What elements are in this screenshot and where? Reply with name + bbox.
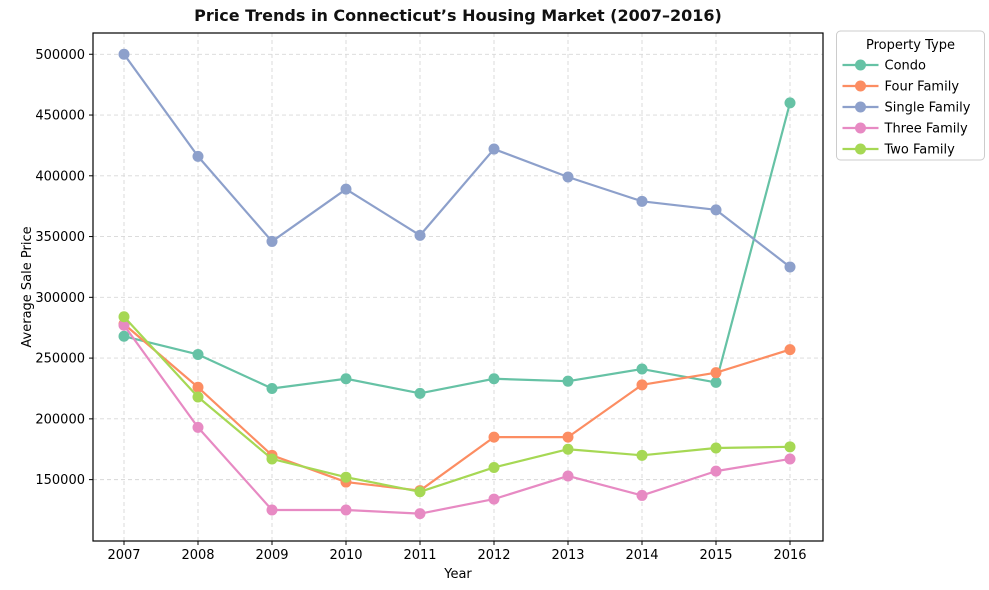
series-marker-two-family-2013 [562, 443, 574, 455]
series-line-two-family [122, 315, 792, 493]
x-tick-label: 2014 [625, 548, 658, 563]
series-marker-three-family-2016 [784, 453, 796, 465]
series-marker-three-family-2010 [340, 504, 352, 516]
x-tick-label: 2011 [403, 548, 436, 563]
x-tick-label: 2015 [699, 548, 732, 563]
legend-swatch-single-family [855, 101, 866, 113]
series-marker-single-family-2016 [784, 261, 796, 273]
axes-border [92, 32, 824, 542]
series-marker-condo-2008 [192, 348, 204, 360]
series-marker-single-family-2011 [414, 229, 426, 241]
legend-label-four-family: Four Family [885, 80, 960, 95]
series-marker-two-family-2015 [710, 442, 722, 454]
series-marker-three-family-2011 [414, 508, 426, 520]
series-marker-four-family-2008 [192, 381, 204, 393]
legend-swatch-two-family [855, 143, 866, 155]
legend-label-three-family: Three Family [884, 122, 969, 137]
series-marker-three-family-2013 [562, 470, 574, 482]
series-marker-condo-2014 [636, 363, 648, 375]
series-marker-condo-2015 [710, 376, 722, 388]
legend-label-single-family: Single Family [885, 101, 971, 116]
series-marker-single-family-2010 [340, 183, 352, 195]
series-marker-two-family-2012 [488, 461, 500, 473]
x-tick-label: 2008 [181, 548, 214, 563]
y-tick-label: 200000 [35, 412, 85, 427]
series-line-four-family [122, 322, 792, 492]
series-marker-condo-2012 [488, 373, 500, 385]
series-marker-four-family-2014 [636, 379, 648, 391]
series-line-single-family [122, 53, 792, 269]
series-marker-single-family-2013 [562, 171, 574, 183]
series-marker-three-family-2008 [192, 421, 204, 433]
legend-swatch-four-family [855, 80, 866, 92]
series-marker-single-family-2012 [488, 143, 500, 155]
series-marker-two-family-2011 [414, 486, 426, 498]
y-tick-label: 350000 [35, 230, 85, 245]
y-tick-label: 400000 [35, 169, 85, 184]
series-marker-two-family-2016 [784, 441, 796, 453]
legend-title: Property Type [866, 38, 955, 53]
y-tick-label: 500000 [35, 48, 85, 63]
x-tick-label: 2010 [329, 548, 362, 563]
x-axis-label: Year [443, 567, 472, 582]
series-marker-condo-2013 [562, 375, 574, 387]
series-marker-two-family-2014 [636, 449, 648, 461]
series-marker-three-family-2012 [488, 493, 500, 505]
legend-swatch-condo [855, 59, 866, 71]
legend-label-condo: Condo [885, 59, 927, 74]
y-tick-label: 300000 [35, 291, 85, 306]
legend-label-two-family: Two Family [884, 143, 956, 158]
x-tick-label: 2012 [477, 548, 510, 563]
y-tick-label: 150000 [35, 473, 85, 488]
series-line-three-family [122, 324, 792, 515]
y-tick-label: 250000 [35, 352, 85, 367]
series-marker-two-family-2009 [266, 453, 278, 465]
series-marker-two-family-2010 [340, 471, 352, 483]
series-marker-single-family-2015 [710, 204, 722, 216]
chart-title: Price Trends in Connecticut’s Housing Ma… [194, 6, 722, 25]
x-tick-label: 2009 [255, 548, 288, 563]
series-marker-two-family-2007 [118, 311, 130, 323]
series-marker-condo-2009 [266, 382, 278, 394]
series-marker-single-family-2009 [266, 235, 278, 247]
series-marker-condo-2011 [414, 387, 426, 399]
series-marker-single-family-2014 [636, 195, 648, 207]
series-marker-single-family-2007 [118, 48, 130, 60]
series-marker-condo-2007 [118, 330, 130, 342]
y-tick-label: 450000 [35, 109, 85, 124]
y-axis-label: Average Sale Price [20, 226, 35, 347]
series-marker-four-family-2013 [562, 431, 574, 443]
series-marker-four-family-2012 [488, 431, 500, 443]
series-marker-two-family-2008 [192, 391, 204, 403]
series-marker-condo-2016 [784, 97, 796, 109]
series-line-condo [122, 101, 792, 395]
series-marker-four-family-2016 [784, 344, 796, 356]
x-tick-label: 2007 [107, 548, 140, 563]
series-marker-four-family-2015 [710, 367, 722, 379]
series-marker-three-family-2009 [266, 504, 278, 516]
series-marker-three-family-2007 [118, 319, 130, 331]
legend-swatch-three-family [855, 122, 866, 134]
series-marker-three-family-2015 [710, 465, 722, 477]
x-tick-label: 2016 [773, 548, 806, 563]
series-marker-three-family-2014 [636, 489, 648, 501]
x-tick-label: 2013 [551, 548, 584, 563]
series-marker-condo-2010 [340, 373, 352, 385]
series-marker-single-family-2008 [192, 150, 204, 162]
